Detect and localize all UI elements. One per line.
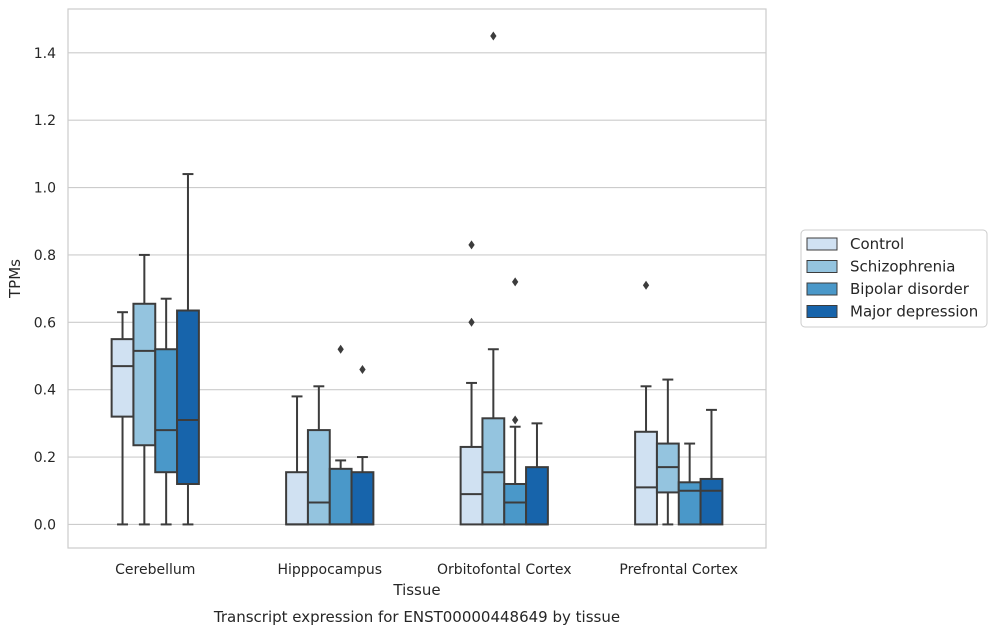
box-bipolar-disorder	[503, 277, 528, 526]
legend-label: Schizophrenia	[850, 258, 955, 276]
y-tick-label: 0.2	[34, 450, 56, 466]
x-tick-label: Orbitofontal Cortex	[437, 562, 572, 578]
chart-caption: Transcript expression for ENST0000044864…	[213, 608, 620, 626]
x-tick-label: Cerebellum	[115, 562, 195, 578]
outlier-point	[359, 364, 366, 374]
y-tick-label: 0.8	[34, 248, 56, 264]
boxes-layer	[110, 31, 724, 526]
legend-swatch	[806, 260, 838, 273]
y-tick-label: 0.0	[34, 517, 56, 533]
iqr-box	[677, 481, 702, 526]
iqr-box	[525, 466, 549, 526]
outlier-point	[468, 240, 475, 250]
plot-frame	[67, 8, 767, 549]
iqr-box	[285, 471, 309, 526]
x-tick-label: Hipppocampus	[277, 562, 382, 578]
y-tick-label: 1.2	[34, 113, 56, 129]
legend-label: Bipolar disorder	[850, 280, 970, 298]
legend-swatch	[806, 237, 838, 251]
legend-label: Major depression	[850, 303, 978, 321]
legend-swatch	[806, 305, 838, 318]
box-schizophrenia	[306, 385, 331, 526]
box-schizophrenia	[132, 253, 157, 526]
box-major-depression	[350, 364, 375, 526]
box-bipolar-disorder	[328, 344, 353, 526]
legend-label: Control	[850, 235, 904, 253]
box-control	[459, 240, 484, 526]
outlier-point	[512, 277, 519, 287]
y-tick-label: 1.0	[34, 181, 56, 197]
box-control	[285, 395, 309, 526]
iqr-box	[328, 467, 353, 526]
iqr-box	[459, 445, 484, 526]
iqr-box	[503, 482, 528, 526]
box-control	[110, 311, 135, 526]
outlier-point	[337, 344, 344, 354]
y-tick-label: 1.4	[34, 46, 56, 62]
iqr-box	[110, 338, 135, 418]
iqr-box	[154, 348, 179, 474]
iqr-box	[699, 477, 724, 526]
box-bipolar-disorder	[154, 297, 179, 526]
outlier-point	[468, 317, 475, 327]
iqr-box	[176, 309, 200, 485]
box-major-depression	[176, 173, 200, 526]
box-control	[634, 280, 658, 526]
x-axis-label: Tissue	[392, 581, 440, 599]
y-axis-label: TPMs	[6, 259, 24, 299]
box-schizophrenia	[655, 378, 680, 526]
iqr-box	[132, 302, 157, 447]
box-major-depression	[525, 422, 549, 526]
legend: Control Schizophrenia Bipolar disorder Majo…	[800, 229, 988, 328]
y-tick-label: 0.4	[34, 383, 56, 399]
legend-frame	[800, 229, 988, 328]
y-tick-label: 0.6	[34, 315, 56, 331]
box-major-depression	[699, 408, 724, 526]
iqr-box	[350, 471, 375, 526]
legend-swatch	[806, 282, 838, 296]
box-bipolar-disorder	[677, 442, 702, 526]
box-schizophrenia	[481, 31, 506, 526]
x-tick-labels: Cerebellum Hipppocampus Orbitofontal Corte…	[115, 562, 738, 578]
y-tick-labels: 0.0 0.2 0.4 0.6 0.8 1.0 1.2 1.4	[34, 46, 56, 534]
outlier-point	[512, 415, 519, 425]
outlier-point	[642, 280, 650, 290]
iqr-box	[634, 430, 658, 526]
x-tick-label: Prefrontal Cortex	[619, 562, 738, 578]
iqr-box	[306, 429, 331, 526]
outlier-point	[490, 31, 497, 41]
